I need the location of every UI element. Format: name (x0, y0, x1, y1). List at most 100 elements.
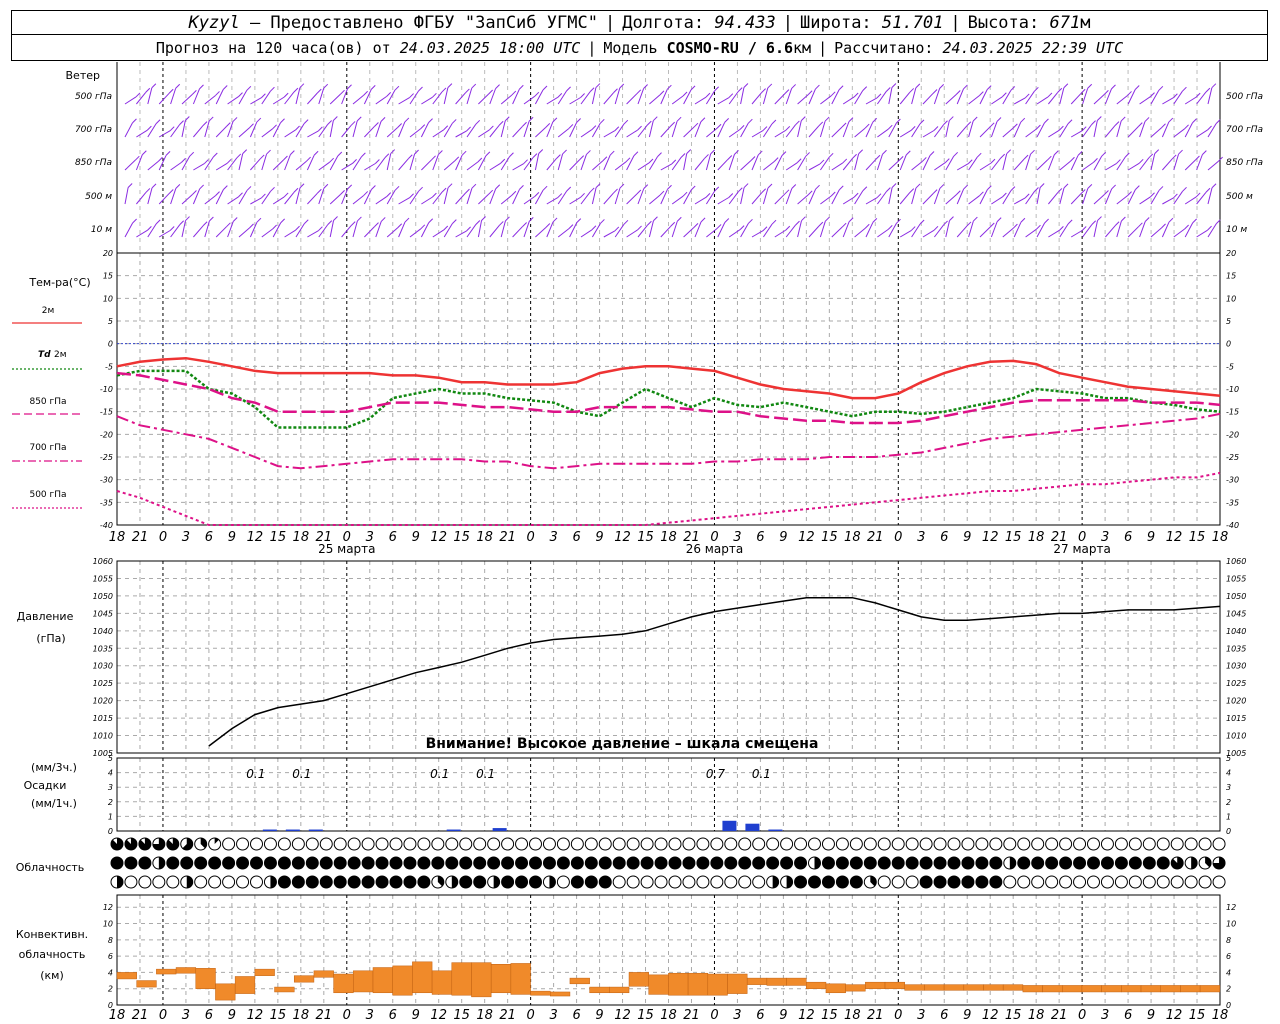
wind-barb-feather (963, 84, 968, 90)
wind-barb-shaft (318, 224, 329, 238)
wind-barb-shaft (831, 89, 840, 105)
wind-barb (694, 217, 706, 238)
wind-barb (1082, 158, 1098, 171)
conv-hour-tick: 9 (412, 1008, 420, 1023)
conv-hour-tick: 18 (1028, 1008, 1045, 1023)
cloud-symbol (821, 837, 835, 851)
wind-barb-shaft (204, 120, 210, 138)
wind-barb-feather (215, 91, 220, 96)
wind-barb-feather (386, 92, 392, 97)
cloud-circle (919, 837, 933, 851)
cloud-circle (696, 837, 710, 851)
wind-barb (375, 217, 386, 238)
wind-barb-shaft (1162, 158, 1173, 171)
wind-barb-feather (361, 152, 366, 158)
wind-barb (854, 123, 870, 138)
cloud-circle (389, 837, 403, 851)
wind-barb (990, 117, 1002, 138)
wind-barb (842, 153, 857, 171)
cloud-fill (459, 876, 472, 888)
conv-ytick-left: 12 (103, 903, 113, 912)
wind-barb (991, 153, 1006, 171)
wind-barb-shaft (181, 93, 193, 105)
cloud-symbol (570, 837, 584, 851)
wind-barb-feather (443, 125, 449, 131)
wind-barb (432, 150, 443, 171)
wind-barb-feather (1039, 183, 1045, 188)
wind-barb-feather (504, 116, 510, 122)
convective-bar (1002, 984, 1024, 991)
wind-barb-feather (485, 151, 491, 157)
wind-barb (341, 158, 357, 171)
cloud-symbol (1198, 875, 1212, 889)
wind-barb (774, 151, 787, 171)
wind-barb (329, 151, 343, 171)
wind-barb-shaft (751, 230, 764, 238)
wind-barb-shaft (933, 88, 941, 105)
wind-barb-shaft (933, 124, 944, 138)
wind-barb-shaft (557, 190, 568, 205)
wind-barb (933, 83, 945, 105)
wind-barb (1002, 149, 1012, 171)
wind-barb-shaft (1207, 160, 1219, 171)
wind-barb (945, 90, 961, 105)
wind-barb-shaft (1207, 87, 1213, 105)
wind-barb (420, 218, 434, 238)
wind-barb-feather (1111, 184, 1117, 190)
convective-bar (865, 981, 886, 989)
wind-barb-feather (532, 153, 538, 158)
wind-barb (249, 117, 262, 138)
wind-barb (261, 86, 275, 105)
wind-barb-feather (238, 92, 243, 97)
wind-barb (534, 185, 548, 205)
wind-barb-shaft (1196, 154, 1203, 171)
wind-barb (762, 83, 773, 105)
model-unit: км (793, 38, 812, 57)
wind-barb-shaft (1127, 126, 1139, 138)
press-ytick-left: 1055 (93, 574, 113, 583)
wind-barb (136, 125, 152, 138)
convective-bar (116, 972, 137, 980)
cloud-circle (124, 875, 138, 889)
wind-barb-shaft (227, 96, 239, 105)
wind-barb-feather (350, 221, 356, 226)
wind-barb-shaft (660, 88, 668, 105)
wind-barb-feather (293, 87, 299, 93)
wind-barb (683, 185, 696, 205)
wind-barb-feather (528, 116, 534, 122)
wind-barb-feather (1010, 186, 1016, 191)
wind-barb-feather (1070, 156, 1075, 162)
wind-barb (500, 216, 510, 238)
wind-barb-feather (438, 150, 443, 155)
cloud-circle (849, 837, 863, 851)
date-label: 27 марта (1053, 542, 1110, 556)
wind-barb-feather (1080, 189, 1086, 194)
wind-barb (979, 85, 992, 105)
convective-bar (549, 991, 571, 997)
wind-barb-feather (333, 216, 338, 221)
wind-barb-shaft (1093, 93, 1105, 105)
series-line-t500 (116, 471, 1221, 526)
wind-barb (1150, 223, 1166, 238)
wind-barb-feather (1081, 226, 1087, 231)
cloud-symbol (375, 837, 389, 851)
press-frame (116, 560, 1221, 754)
cloud-fill (376, 876, 389, 888)
temp-title: Тем-ра(°С) (28, 276, 90, 289)
cloud-fill (752, 857, 765, 869)
cloud-symbol (515, 837, 529, 851)
wind-barb (272, 92, 289, 105)
cloud-symbol (361, 875, 375, 889)
wind-barb (238, 149, 248, 171)
wind-barb (318, 183, 329, 205)
wind-barb-feather (380, 116, 386, 122)
wind-barb (1013, 154, 1029, 171)
wind-barb (341, 184, 353, 205)
cloud-circle (1031, 875, 1045, 889)
cloud-symbol (1059, 875, 1073, 889)
wind-barb (865, 218, 878, 238)
cloud-symbol (891, 837, 905, 851)
cloud-fill (934, 857, 947, 869)
wind-barb-feather (545, 122, 551, 128)
cloud-symbol (1128, 837, 1142, 851)
